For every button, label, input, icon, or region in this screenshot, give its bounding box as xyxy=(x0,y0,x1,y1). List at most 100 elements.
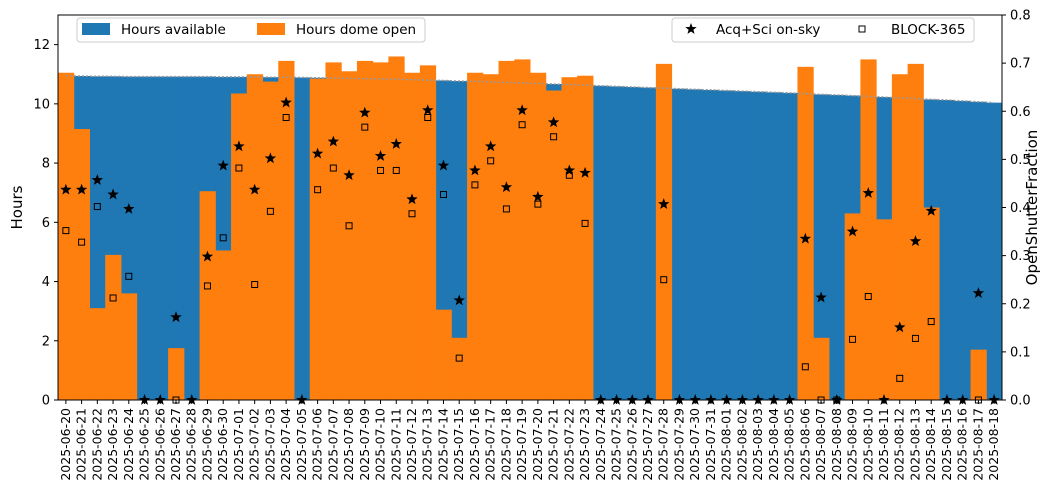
dome-open-bar xyxy=(451,337,468,400)
dome-open-bar xyxy=(514,59,531,401)
dome-open-bar xyxy=(923,207,940,400)
x-tick-label: 2025-08-09 xyxy=(845,408,860,481)
acq-sci-marker xyxy=(925,204,937,216)
acq-sci-marker xyxy=(406,193,418,205)
x-tick-label: 2025-07-18 xyxy=(498,408,513,481)
block-365-marker xyxy=(565,171,573,179)
y2-tick-label: 0.2 xyxy=(1010,297,1031,312)
acq-sci-marker xyxy=(516,104,528,116)
available-bar xyxy=(813,94,830,401)
x-tick-label: 2025-06-28 xyxy=(184,408,199,481)
acq-sci-marker xyxy=(154,394,166,405)
x-tick-label: 2025-08-11 xyxy=(876,408,891,481)
dome-open-bar xyxy=(561,77,578,400)
y2-tick-label: 0.0 xyxy=(1010,394,1031,409)
acq-sci-marker xyxy=(736,394,749,405)
x-tick-label: 2025-07-05 xyxy=(294,408,309,481)
x-tick-label: 2025-06-23 xyxy=(105,408,120,481)
block-365-marker xyxy=(345,222,353,230)
dome-open-bar xyxy=(498,60,515,401)
x-tick-label: 2025-08-01 xyxy=(719,408,734,481)
available-bar xyxy=(136,76,153,400)
dome-open-bar xyxy=(655,63,673,401)
block-365-marker xyxy=(314,186,322,194)
acq-sci-marker xyxy=(437,159,450,171)
acq-sci-marker xyxy=(374,150,387,161)
available-bar xyxy=(608,86,625,401)
block-365-marker xyxy=(660,276,668,284)
available-bar xyxy=(828,94,846,401)
dome-open-bar xyxy=(844,213,861,400)
dome-open-bar xyxy=(73,129,90,400)
block-365-marker xyxy=(219,234,227,242)
x-tick-label: 2025-08-18 xyxy=(986,408,1001,481)
x-tick-label: 2025-08-02 xyxy=(734,408,749,481)
acq-sci-marker xyxy=(909,235,922,247)
acq-sci-marker xyxy=(846,225,859,237)
x-tick-label: 2025-07-02 xyxy=(247,408,262,481)
x-tick-label: 2025-07-14 xyxy=(435,408,450,481)
block-365-marker xyxy=(424,114,432,122)
x-tick-label: 2025-06-29 xyxy=(199,408,214,481)
acq-sci-marker xyxy=(296,394,308,405)
block-365-marker xyxy=(329,164,337,172)
block-365-marker xyxy=(455,354,463,362)
y-axis-title: Hours xyxy=(8,185,26,229)
x-tick-label: 2025-08-12 xyxy=(892,408,907,481)
acq-sci-marker xyxy=(894,321,906,333)
block-365-marker xyxy=(439,191,447,199)
x-tick-label: 2025-07-20 xyxy=(530,408,545,481)
acq-sci-marker xyxy=(705,394,717,405)
legend-label-block-365: BLOCK-365 xyxy=(891,22,965,38)
legend-square-marker xyxy=(858,25,866,33)
block-365-marker xyxy=(203,282,211,290)
block-365-marker xyxy=(518,121,526,129)
block-365-marker xyxy=(266,207,274,215)
x-tick-label: 2025-07-15 xyxy=(451,408,466,481)
acq-sci-marker xyxy=(752,394,764,405)
x-tick-label: 2025-08-06 xyxy=(797,408,812,481)
y-tick-label: 0 xyxy=(42,394,50,409)
acq-sci-marker xyxy=(217,159,229,171)
available-bar xyxy=(954,100,972,400)
acq-sci-marker xyxy=(453,294,465,306)
available-trend-line xyxy=(65,74,995,104)
block-365-marker xyxy=(125,272,133,280)
block-365-marker xyxy=(282,114,290,122)
legend-star-marker xyxy=(685,23,697,34)
available-bar xyxy=(734,91,751,401)
x-tick-label: 2025-08-04 xyxy=(766,408,781,481)
x-tick-label: 2025-08-13 xyxy=(907,408,922,481)
x-tick-label: 2025-08-08 xyxy=(829,408,844,481)
acq-sci-marker xyxy=(233,140,245,152)
acq-sci-marker xyxy=(280,96,292,108)
legend-label-available: Hours available xyxy=(121,22,226,38)
available-bar xyxy=(183,76,201,400)
dome-open-bar xyxy=(309,78,326,401)
acq-sci-marker xyxy=(689,394,701,405)
y-tick-label: 2 xyxy=(42,334,50,349)
acq-sci-marker xyxy=(658,198,670,209)
acq-sci-marker xyxy=(327,135,340,147)
block-365-marker xyxy=(864,293,872,301)
x-tick-label: 2025-07-23 xyxy=(577,408,592,481)
legend-right-box xyxy=(671,17,975,43)
block-365-markers-group xyxy=(62,114,982,404)
available-bar xyxy=(766,92,783,401)
available-bar xyxy=(152,76,169,400)
available-bar xyxy=(781,92,798,400)
dome-open-bar xyxy=(215,250,232,400)
dome-open-bar xyxy=(325,62,342,400)
acq-sci-marker xyxy=(484,140,497,152)
block-365-marker xyxy=(377,166,385,174)
acq-sci-marker xyxy=(988,394,1000,405)
x-tick-label: 2025-08-17 xyxy=(970,408,985,481)
dome-open-bar xyxy=(372,62,389,400)
dome-open-bar xyxy=(199,191,216,400)
x-tick-label: 2025-07-13 xyxy=(420,408,435,481)
block-365-marker xyxy=(408,210,416,218)
available-bar xyxy=(640,87,657,400)
x-tick-label: 2025-07-25 xyxy=(609,408,624,481)
acq-sci-marker xyxy=(878,394,890,405)
x-tick-label: 2025-07-26 xyxy=(624,408,639,481)
